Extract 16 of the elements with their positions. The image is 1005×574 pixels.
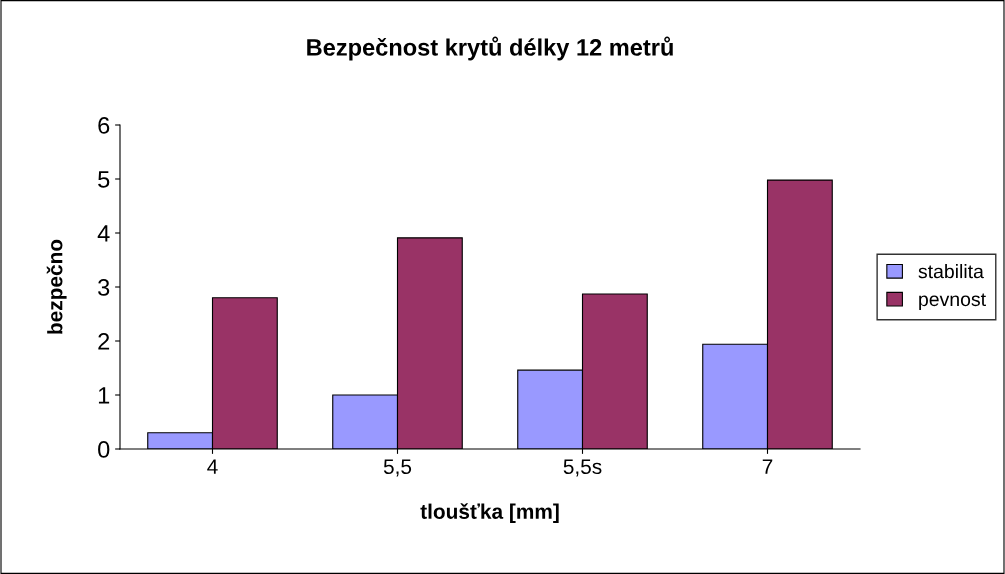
- x-tick-label: 5,5s: [563, 459, 602, 477]
- y-tick-label: 3: [98, 279, 110, 296]
- y-tick-label: 2: [98, 333, 110, 350]
- legend-label: stabilita: [918, 264, 984, 279]
- x-tick-label: 5,5: [383, 459, 412, 477]
- x-tick-label: 4: [207, 459, 218, 474]
- y-tick-label: 6: [98, 117, 110, 134]
- y-tick-label: 1: [98, 387, 110, 404]
- x-tick-label: 7: [762, 459, 773, 474]
- y-tick-label: 5: [98, 171, 110, 188]
- y-axis-title: bezpečno: [46, 239, 67, 334]
- y-tick-label: 0: [98, 441, 110, 458]
- y-tick-label: 4: [97, 225, 110, 242]
- legend-label: pevnost: [919, 293, 986, 310]
- chart-title: Bezpečnost krytů délky 12 metrů: [307, 36, 673, 61]
- x-axis-title: tloušťka [mm]: [420, 503, 559, 524]
